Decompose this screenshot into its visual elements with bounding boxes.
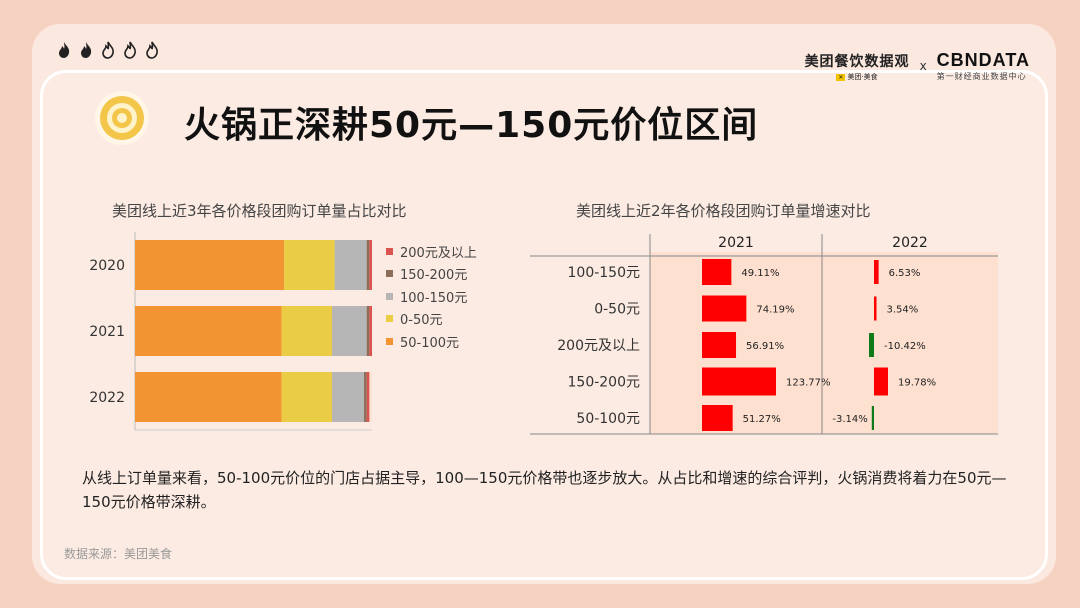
stacked-bar-segment [366,240,370,290]
cbndata-logo-text: CBNDATA [936,50,1030,70]
data-label: 49.11% [741,268,779,279]
panel-header-background [650,228,998,252]
category-tick-label: 0-50元 [594,302,640,318]
data-label: 19.78% [898,378,936,389]
category-tick-label: 150-200元 [568,375,641,391]
legend-label: 150-200元 [400,268,468,284]
legend-label: 50-100元 [400,335,460,351]
heat-rating [54,40,162,60]
stacked-bar-segment [364,372,367,422]
data-source: 数据来源：美团美食 [64,547,173,561]
data-label: 123.77% [786,378,831,389]
cbndata-logo: CBNDATA 第一财经商业数据中心 [937,50,1030,82]
legend-item: 100-150元 [386,285,477,308]
stacked-bar-segment [366,306,370,356]
legend-swatch [386,337,393,345]
data-label: 3.54% [887,305,919,316]
growth-bar-chart: 2021 49.11% 74.19% 56.91% 123.77% 51.27% 2022 6… [530,228,998,435]
stacked-bar-segment [332,306,367,356]
stacked-bar-segment [369,306,372,356]
stacked-bar-segment [281,306,333,356]
data-label: 74.19% [756,305,794,316]
meituan-logo-sub-text: 美团·美食 [847,72,878,81]
meituan-logo-text: 美团餐饮数据观 [804,53,910,70]
growth-bar [874,296,877,321]
category-tick-label: 2022 [89,390,125,406]
growth-bar [874,367,888,396]
category-tick-label: 2020 [89,258,125,274]
data-label: -10.42% [884,341,926,352]
growth-bar [702,405,733,431]
logo-separator: x [919,59,927,73]
brand-logos: 美团餐饮数据观 ✕ 美团·美食 x CBNDATA 第一财经商业数据中心 [805,50,1030,82]
stacked-bar-segment [369,240,372,290]
legend-swatch [386,270,393,278]
data-label: 6.53% [889,268,921,279]
stacked-bar-segment [281,372,333,422]
category-tick-label: 2021 [89,324,125,340]
growth-bar [702,367,776,396]
share-chart-legend: 200元及以上 150-200元 100-150元 0-50元 50-100元 [386,240,477,353]
flame-icon [81,42,92,58]
legend-swatch [386,315,393,323]
data-label: 51.27% [743,414,781,425]
right-chart-title: 美团线上近2年各价格段团购订单量增速对比 [576,202,871,220]
category-tick-label: 50-100元 [576,411,640,427]
legend-item: 50-100元 [386,330,477,353]
legend-label: 100-150元 [400,290,468,306]
category-tick-label: 200元及以上 [557,338,640,354]
stacked-bar-segment [332,372,365,422]
summary-text: 从线上订单量来看，50-100元价位的门店占据主导，100—150元价格带也逐步… [82,469,1007,511]
stacked-bar-segment [334,240,367,290]
data-label: 56.91% [746,341,784,352]
stacked-bar-segment [135,372,282,422]
coin-icon [95,91,149,145]
flame-outline-icon [102,41,114,59]
flame-icon [59,42,70,58]
flame-outline-icon [146,41,158,59]
legend-item: 200元及以上 [386,240,477,263]
meituan-logo: 美团餐饮数据观 ✕ 美团·美食 [805,51,910,82]
meituan-logo-subtitle: ✕ 美团·美食 [836,72,878,81]
cbndata-logo-subtitle: 第一财经商业数据中心 [936,72,1027,81]
stacked-bar-segment [135,240,285,290]
legend-swatch [386,292,393,300]
growth-bar [871,406,874,430]
growth-bar [702,332,737,358]
share-stacked-bar-chart: 2020 2021 2022 [89,232,372,431]
stacked-bar-segment [135,306,282,356]
stacked-bar-segment [366,372,370,422]
legend-item: 0-50元 [386,308,477,331]
flame-outline-icon [124,41,136,59]
left-chart-title: 美团线上近3年各价格段团购订单量占比对比 [112,202,407,220]
stacked-bar-segment [284,240,335,290]
page-title: 火锅正深耕50元—150元价位区间 [184,105,759,146]
growth-bar [702,259,732,285]
growth-bar [869,333,874,357]
legend-label: 0-50元 [400,313,443,329]
data-label: -3.14% [832,414,867,425]
category-tick-label: 100-150元 [568,265,641,281]
legend-swatch [386,247,393,255]
growth-bar [702,295,747,322]
growth-bar [874,260,879,284]
panel-header-label: 2021 [718,235,754,251]
panel-background [650,228,998,434]
panel-header-label: 2022 [892,235,928,251]
legend-item: 150-200元 [386,263,477,286]
legend-label: 200元及以上 [400,245,477,261]
